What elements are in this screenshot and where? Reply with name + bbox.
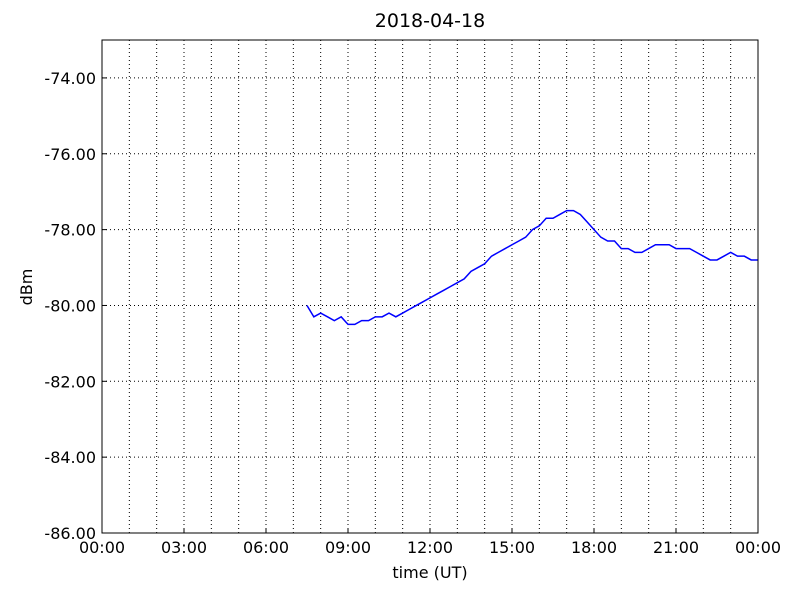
y-tick-label: -74.00 [44,69,96,88]
y-tick-label: -84.00 [44,448,96,467]
x-tick-label: 06:00 [243,538,289,557]
x-tick-label: 15:00 [489,538,535,557]
data-line [306,209,758,326]
x-tick-label: 18:00 [571,538,617,557]
y-tick-label: -82.00 [44,372,96,391]
x-tick-label: 21:00 [653,538,699,557]
x-tick-label: 00:00 [79,538,125,557]
y-tick-label: -78.00 [44,221,96,240]
chart-title: 2018-04-18 [375,10,485,32]
y-tick-label: -76.00 [44,145,96,164]
y-axis-label: dBm [17,269,36,306]
x-axis-label: time (UT) [392,563,467,582]
x-tick-label: 00:00 [735,538,781,557]
x-tick-label: 12:00 [407,538,453,557]
plot-frame [101,39,759,534]
x-tick-label: 09:00 [325,538,371,557]
x-tick-label: 03:00 [161,538,207,557]
y-tick-label: -80.00 [44,296,96,315]
y-tick-label: -86.00 [44,524,96,543]
